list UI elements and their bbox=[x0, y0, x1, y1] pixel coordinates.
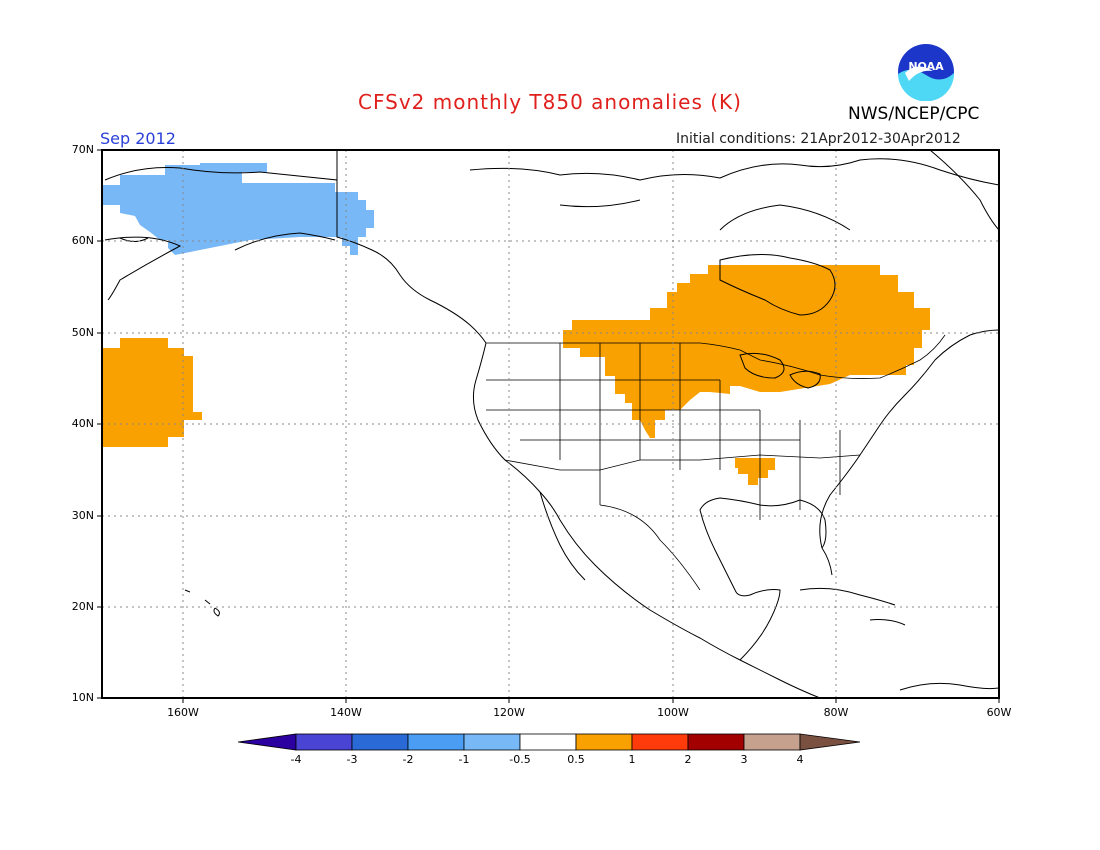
lon-label-160w: 160W bbox=[167, 706, 199, 719]
forecast-month: Sep 2012 bbox=[100, 129, 176, 148]
colorbar-label: 0.5 bbox=[567, 753, 585, 766]
lat-label-70n: 70N bbox=[71, 143, 94, 156]
colorbar-bin-6 bbox=[575, 733, 633, 751]
lat-label-30n: 30N bbox=[71, 509, 94, 522]
colorbar-arrow-low bbox=[238, 733, 297, 751]
lat-label-20n: 20N bbox=[71, 600, 94, 613]
axis-ticks bbox=[97, 149, 1000, 703]
anomaly-canada-us bbox=[563, 265, 930, 438]
anomaly-shading bbox=[102, 163, 930, 485]
initial-conditions: Initial conditions: 21Apr2012-30Apr2012 bbox=[676, 131, 961, 147]
colorbar-arrow-high bbox=[799, 733, 861, 751]
lat-label-40n: 40N bbox=[71, 417, 94, 430]
lat-label-60n: 60N bbox=[71, 234, 94, 247]
lat-label-10n: 10N bbox=[71, 691, 94, 704]
anomaly-tennessee bbox=[735, 458, 775, 485]
colorbar-label: -4 bbox=[290, 753, 302, 766]
colorbar-label: -0.5 bbox=[509, 753, 531, 766]
anomaly-north-pacific bbox=[102, 338, 202, 447]
lon-label-120w: 120W bbox=[493, 706, 525, 719]
colorbar-label: -2 bbox=[402, 753, 414, 766]
colorbar-bin-7 bbox=[631, 733, 689, 751]
noaa-logo: NOAA bbox=[898, 44, 955, 101]
map-content bbox=[102, 150, 999, 698]
colorbar bbox=[238, 733, 861, 751]
colorbar-label: 2 bbox=[684, 753, 692, 766]
colorbar-bin-5 bbox=[519, 733, 577, 751]
colorbar-label: -3 bbox=[346, 753, 358, 766]
colorbar-label: 1 bbox=[628, 753, 636, 766]
lat-lon-grid bbox=[102, 150, 999, 698]
colorbar-bin-2 bbox=[351, 733, 409, 751]
colorbar-label: 3 bbox=[740, 753, 748, 766]
colorbar-bin-4 bbox=[463, 733, 521, 751]
lon-label-60w: 60W bbox=[986, 706, 1012, 719]
lon-label-80w: 80W bbox=[823, 706, 849, 719]
lat-label-50n: 50N bbox=[71, 326, 94, 339]
colorbar-bin-1 bbox=[295, 733, 353, 751]
colorbar-label: 4 bbox=[796, 753, 804, 766]
colorbar-label: -1 bbox=[458, 753, 470, 766]
colorbar-bin-8 bbox=[687, 733, 745, 751]
colorbar-bin-9 bbox=[743, 733, 801, 751]
anomaly-alaska bbox=[102, 163, 374, 255]
chart-title: CFSv2 monthly T850 anomalies (K) bbox=[358, 90, 742, 114]
agency-credit: NWS/NCEP/CPC bbox=[848, 104, 980, 124]
colorbar-bin-3 bbox=[407, 733, 465, 751]
logo-text: NOAA bbox=[908, 60, 944, 73]
lon-label-140w: 140W bbox=[330, 706, 362, 719]
lon-label-100w: 100W bbox=[657, 706, 689, 719]
